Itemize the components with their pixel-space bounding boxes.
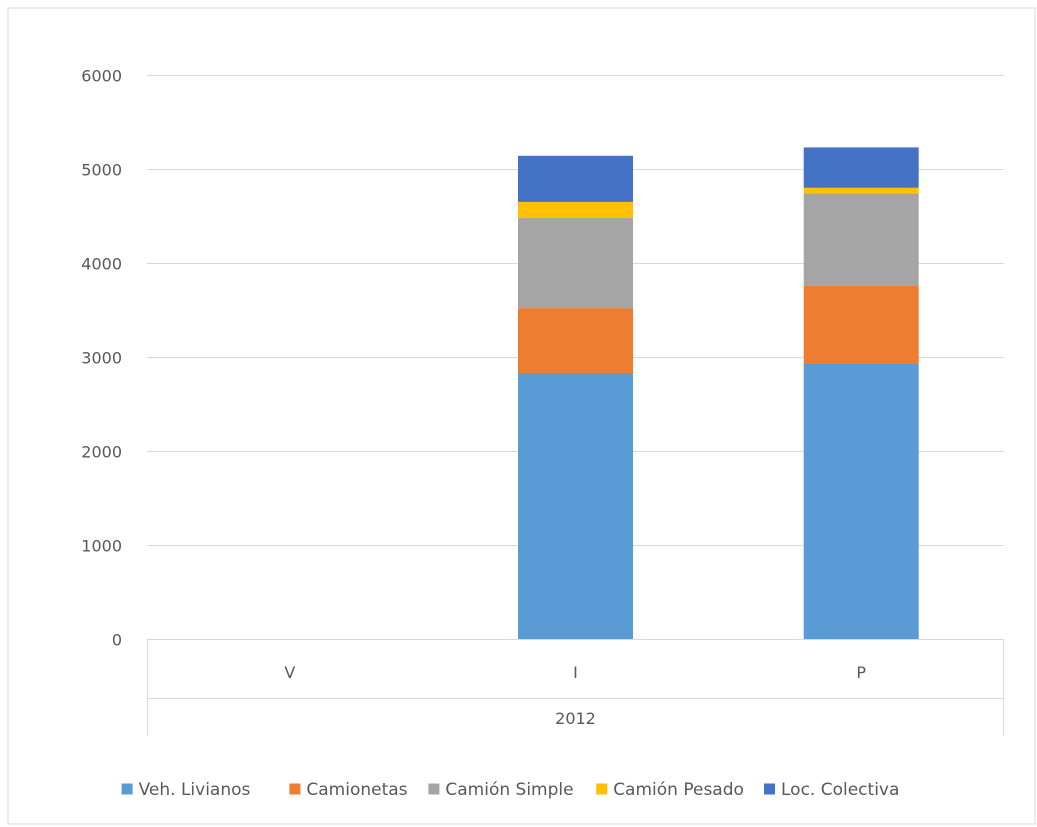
legend-swatch-4 <box>764 783 775 795</box>
y-tick-label-0: 0 <box>112 631 122 650</box>
legend-swatch-0 <box>121 783 133 795</box>
legend-label-4: Loc. Colectiva <box>781 780 899 800</box>
y-tick-label-2000: 2000 <box>81 443 122 462</box>
y-axis-tick-labels: 0 1000 2000 3000 4000 5000 6000 <box>81 67 122 650</box>
bar-p-series-3 <box>803 187 919 194</box>
y-tick-label-4000: 4000 <box>81 255 122 274</box>
x-axis-group-label: 2012 <box>555 709 596 728</box>
legend-swatch-2 <box>428 783 440 795</box>
legend-label-0: Veh. Livianos <box>139 780 251 800</box>
bar-i-series-3 <box>518 201 633 218</box>
legend-label-3: Camión Pesado <box>613 780 744 800</box>
y-tick-label-5000: 5000 <box>81 161 122 180</box>
bar-i-series-2 <box>518 217 633 309</box>
x-tick-label-i: I <box>573 663 578 682</box>
bar-i-series-4 <box>518 155 633 202</box>
chart-area-border <box>7 7 1036 825</box>
bars <box>518 147 919 639</box>
legend: Veh. Livianos Camionetas Camión Simple Cami… <box>121 780 899 800</box>
bar-p-series-1 <box>803 285 919 364</box>
x-axis: V I P 2012 <box>147 639 1004 736</box>
x-tick-label-v: V <box>284 663 295 682</box>
x-tick-label-p: P <box>856 663 866 682</box>
bar-i-series-1 <box>518 308 633 373</box>
bar-p-series-0 <box>803 363 919 639</box>
y-tick-label-1000: 1000 <box>81 537 122 556</box>
bar-p-series-2 <box>803 193 919 286</box>
bar-i-series-0 <box>518 373 633 639</box>
legend-label-2: Camión Simple <box>445 780 573 800</box>
bar-p-series-4 <box>803 147 919 188</box>
legend-swatch-1 <box>289 783 301 795</box>
legend-swatch-3 <box>596 783 608 795</box>
y-tick-label-3000: 3000 <box>81 349 122 368</box>
y-tick-label-6000: 6000 <box>81 67 122 86</box>
legend-label-1: Camionetas <box>306 780 407 800</box>
